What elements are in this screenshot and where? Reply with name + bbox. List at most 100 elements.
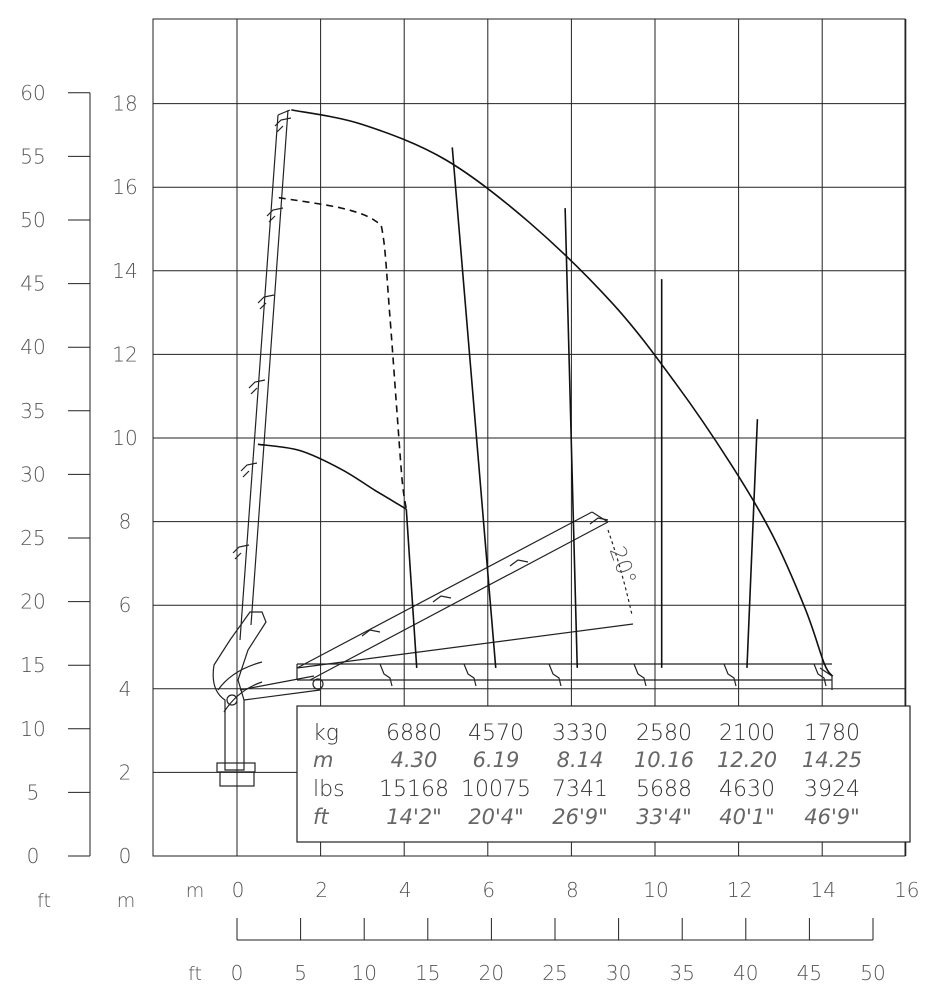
- y-imperial-tick-label: 5: [27, 780, 40, 804]
- x-metric-tick-label: 4: [399, 878, 412, 902]
- y-metric-tick-label: 14: [112, 259, 137, 283]
- capacity-cell: 26'9": [552, 805, 608, 829]
- y-metric-tick-label: 0: [119, 844, 132, 868]
- inclined-boom-rail: [296, 511, 593, 669]
- y-metric-unit: m: [117, 890, 136, 912]
- crane-column: [212, 611, 267, 771]
- x-metric-tick-label: 10: [643, 878, 668, 902]
- capacity-cell: 10075: [461, 777, 531, 802]
- x-metric-tick-label: 0: [232, 878, 245, 902]
- boom-section-joint: [248, 379, 266, 395]
- x-imperial-tick-label: 5: [294, 961, 307, 985]
- y-imperial-tick-label: 60: [20, 81, 45, 105]
- x-metric-tick-label: 12: [727, 878, 752, 902]
- x-metric-tick-label: 8: [566, 878, 579, 902]
- y-metric-tick-label: 18: [112, 92, 137, 116]
- x-metric-tick-label: 14: [810, 878, 835, 902]
- y-imperial-tick-label: 10: [20, 717, 45, 741]
- knuckle-pivot: [312, 678, 324, 690]
- boom-section-joint: [266, 207, 284, 223]
- x-imperial-unit: ft: [188, 963, 202, 985]
- load-drop-line: [451, 147, 497, 668]
- knuckle-boom-rail: [243, 689, 321, 701]
- capacity-table-frame: [296, 705, 911, 843]
- capacity-cell: 8.14: [557, 748, 604, 772]
- y-imperial-tick-label: 55: [20, 144, 45, 168]
- capacity-cell: 15168: [379, 777, 449, 802]
- y-metric-tick-label: 10: [112, 426, 137, 450]
- x-metric-tick-label: 16: [894, 878, 919, 902]
- angle-baseline: [296, 623, 634, 669]
- boom-section-joint: [379, 663, 393, 687]
- x-imperial-tick-label: 40: [733, 961, 758, 985]
- capacity-table: kg 6880 4570 3330 2580 2100 1780 m 4.30 6.19 8.14 1…: [296, 705, 911, 843]
- angle-arc: [607, 529, 633, 616]
- boom-section-joint: [232, 544, 250, 560]
- x-imperial-tick-label: 0: [231, 961, 244, 985]
- capacity-row-unit: m: [313, 748, 333, 772]
- boom-section-joint: [548, 663, 562, 687]
- capacity-cell: 20'4": [468, 805, 524, 829]
- capacity-cell: 5688: [636, 777, 692, 802]
- x-metric-tick-label: 6: [482, 878, 495, 902]
- capacity-cell: 33'4": [636, 805, 692, 829]
- y-imperial-tick-label: 0: [27, 844, 40, 868]
- x-imperial-tick-label: 25: [542, 961, 567, 985]
- capacity-cell: 12.20: [717, 748, 777, 772]
- knuckle-boom-rail: [239, 675, 315, 691]
- y-imperial-tick-label: 40: [20, 335, 45, 359]
- x-imperial-tick-label: 20: [479, 961, 504, 985]
- vertical-boom-rail: [250, 109, 289, 626]
- capacity-cell: 40'1": [719, 805, 775, 829]
- y-metric-tick-label: 16: [112, 175, 137, 199]
- y-imperial-unit: ft: [37, 890, 51, 912]
- x-imperial-tick-label: 30: [606, 961, 631, 985]
- boom-section-joint: [240, 462, 258, 478]
- y-imperial-tick-label: 30: [20, 462, 45, 486]
- y-metric-tick-label: 4: [119, 677, 132, 701]
- y-imperial-tick-label: 25: [20, 526, 45, 550]
- capacity-row-unit: kg: [313, 721, 339, 746]
- capacity-row-unit: ft: [313, 805, 329, 829]
- y-metric-tick-label: 8: [119, 510, 132, 534]
- capacity-cell: 4.30: [391, 748, 438, 772]
- x-imperial-tick-label: 35: [669, 961, 694, 985]
- y-imperial-tick-label: 35: [20, 399, 45, 423]
- load-curves: [257, 109, 834, 677]
- boom-section-joint: [361, 629, 381, 637]
- y-imperial-tick-label: 15: [20, 653, 45, 677]
- inner-reach-curve: [257, 443, 407, 510]
- axes: 0 2 4 6 8 10 12 14 16 0 2 4 6 8 10 12 14 16 18 0 5 10 15 20 25 30…: [20, 81, 919, 985]
- capacity-cell: 4570: [468, 721, 524, 746]
- boom-section-joint: [589, 517, 609, 525]
- capacity-cell: 6.19: [473, 748, 520, 772]
- capacity-cell: 1780: [804, 721, 860, 746]
- inclined-boom-tip: [591, 511, 609, 523]
- outer-reach-curve: [291, 109, 834, 677]
- boom-section-joint: [274, 117, 292, 133]
- vertical-boom-rail: [239, 114, 279, 641]
- boom-section-joint: [813, 663, 827, 687]
- x-imperial-tick-label: 50: [860, 961, 885, 985]
- boom-section-joint: [509, 559, 529, 567]
- boom-section-joint: [633, 663, 647, 687]
- vertical-boom-tip: [277, 109, 291, 116]
- y-imperial-tick-label: 45: [20, 272, 45, 296]
- jib-reach-curve-dashed: [278, 196, 408, 510]
- x-imperial-tick-label: 45: [797, 961, 822, 985]
- y-metric-tick-label: 2: [119, 760, 132, 784]
- capacity-cell: 10.16: [634, 748, 694, 772]
- load-drop-line: [746, 419, 759, 668]
- capacity-row-unit: lbs: [313, 777, 345, 802]
- load-drop-line: [564, 208, 579, 668]
- crane-foot: [219, 771, 255, 787]
- y-imperial-tick-label: 20: [20, 590, 45, 614]
- capacity-cell: 2100: [719, 721, 775, 746]
- crane-cylinder: [217, 661, 263, 713]
- x-imperial-tick-label: 15: [415, 961, 440, 985]
- x-imperial-tick-label: 10: [351, 961, 376, 985]
- y-imperial-tick-label: 50: [20, 208, 45, 232]
- capacity-cell: 6880: [386, 721, 442, 746]
- capacity-cell: 7341: [552, 777, 608, 802]
